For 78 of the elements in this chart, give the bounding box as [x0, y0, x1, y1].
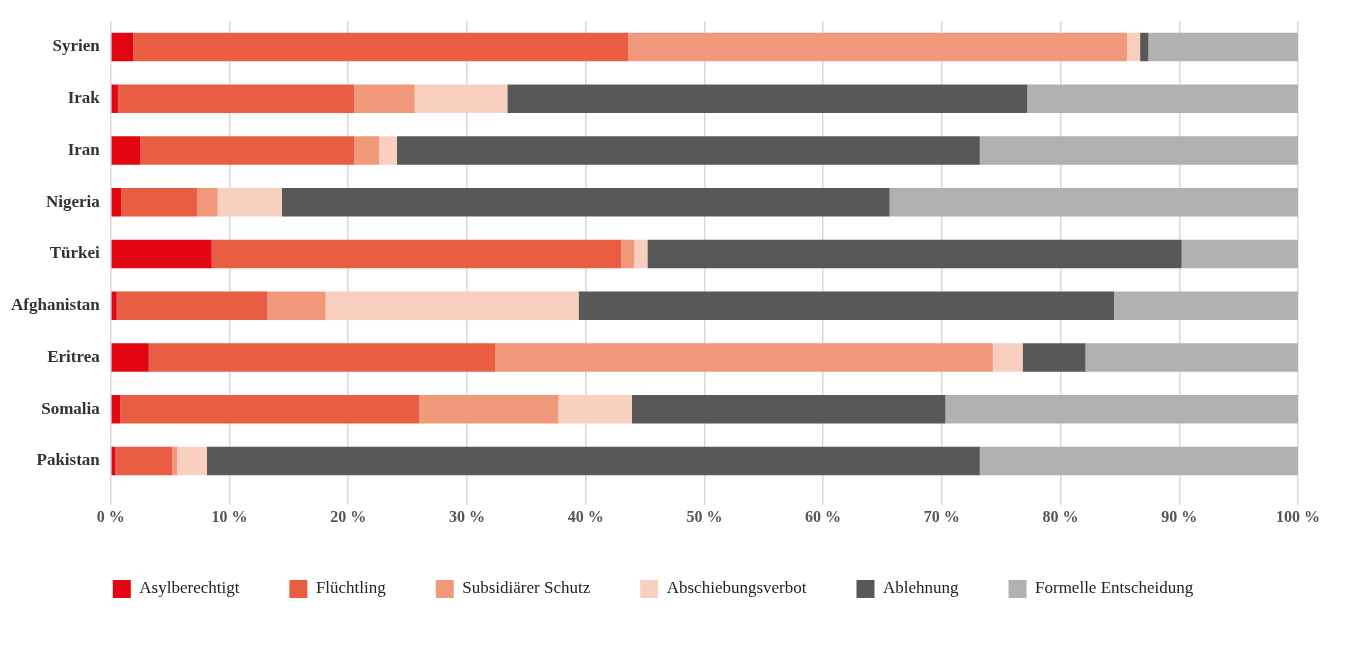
bar [414, 84, 508, 114]
bar [111, 84, 118, 114]
bar [992, 343, 1023, 372]
legend-label: Subsidiärer Schutz [462, 578, 591, 598]
legend-label: Ablehnung [882, 578, 960, 598]
bar [945, 394, 1298, 424]
y-tick-label: Türkei [49, 243, 101, 263]
y-tick-label: Afghanistan [10, 295, 101, 315]
bar [217, 188, 282, 217]
bar [140, 136, 355, 165]
y-tick-label: Eritrea [47, 346, 101, 366]
bar [979, 446, 1298, 476]
bar [116, 291, 268, 320]
bar [211, 239, 622, 269]
bar [177, 446, 207, 476]
bar [631, 394, 946, 424]
bar [115, 446, 173, 476]
bar [495, 343, 993, 372]
bar [111, 291, 117, 320]
bar [889, 188, 1298, 217]
x-tick-label: 70 % [923, 507, 960, 525]
bar [1127, 32, 1141, 62]
bar [120, 394, 420, 424]
bar [325, 291, 579, 320]
bar [628, 32, 1128, 62]
bar [281, 188, 890, 217]
y-tick-label: Iran [67, 139, 101, 159]
x-tick-label: 100 % [1276, 507, 1320, 525]
y-tick-label: Nigeria [45, 191, 101, 211]
bar [197, 188, 218, 217]
x-tick-label: 80 % [1042, 507, 1079, 525]
legend-label: Asylberechtigt [139, 578, 240, 598]
bar [647, 239, 1182, 269]
bar [621, 239, 635, 269]
legend-label: Formelle Entscheidung [1035, 578, 1194, 598]
x-tick-label: 0 % [96, 507, 125, 525]
bar [1140, 32, 1149, 62]
bar [111, 343, 149, 372]
bar [111, 32, 134, 62]
bar [396, 136, 980, 165]
bar [379, 136, 397, 165]
bar [206, 446, 980, 476]
y-tick-label: Irak [67, 88, 101, 108]
y-tick-label: Pakistan [36, 450, 101, 470]
bar [1085, 343, 1298, 372]
x-tick-label: 20 % [330, 507, 367, 525]
x-tick-label: 90 % [1161, 507, 1198, 525]
bar [354, 136, 380, 165]
legend-label: Abschiebungsverbot [666, 578, 807, 598]
legend-label: Flüchtling [315, 578, 387, 598]
y-tick-label: Syrien [52, 36, 101, 56]
bar [354, 84, 415, 114]
bar [111, 394, 121, 424]
x-tick-label: 10 % [211, 507, 248, 525]
bar [267, 291, 326, 320]
bar [578, 291, 1114, 320]
bar [979, 136, 1298, 165]
x-tick-label: 30 % [448, 507, 485, 525]
bar [558, 394, 632, 424]
bar [1148, 32, 1298, 62]
bar [634, 239, 648, 269]
x-tick-label: 40 % [567, 507, 604, 525]
bar [117, 84, 355, 114]
bar [111, 136, 141, 165]
bar [1022, 343, 1086, 372]
bar [111, 239, 212, 269]
bar [121, 188, 198, 217]
bar [111, 446, 116, 476]
x-tick-label: 50 % [686, 507, 723, 525]
bar [1113, 291, 1298, 320]
bar [507, 84, 1028, 114]
bar [419, 394, 559, 424]
bar [133, 32, 629, 62]
bar [148, 343, 496, 372]
bar [1181, 239, 1298, 269]
x-tick-label: 60 % [805, 507, 842, 525]
bar [1027, 84, 1298, 114]
y-tick-label: Somalia [41, 398, 101, 418]
